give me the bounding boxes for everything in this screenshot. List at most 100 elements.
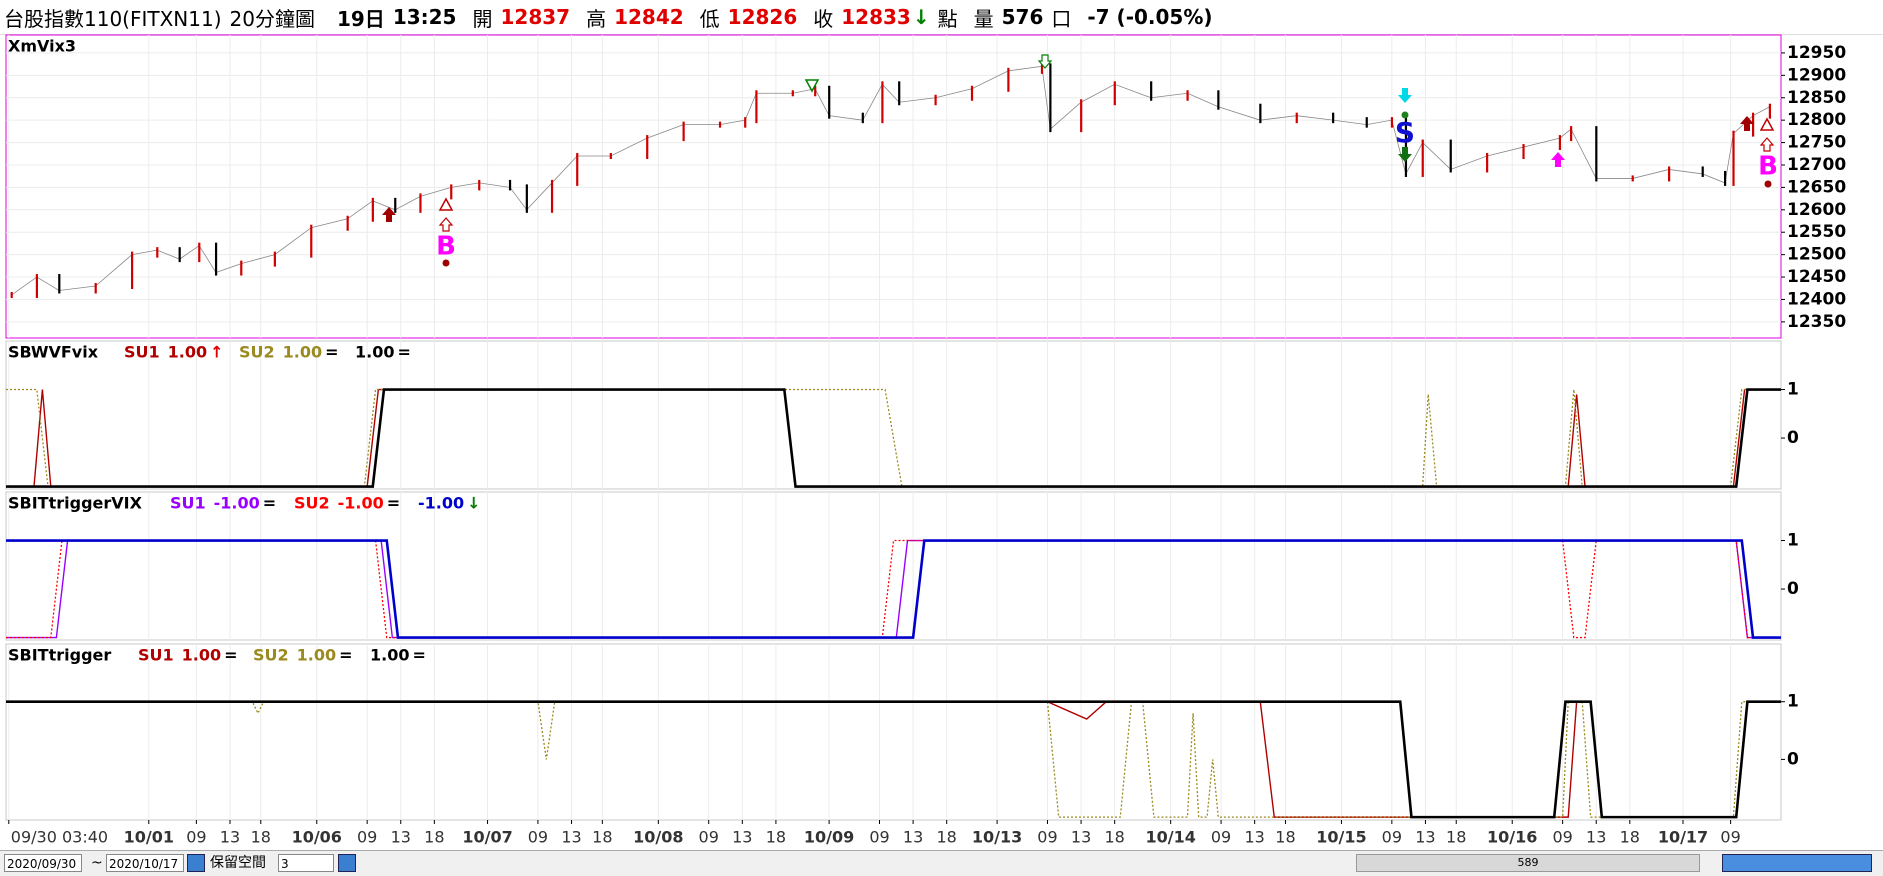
high: 12842: [614, 5, 684, 29]
toolbar: 2020/09/30 ~ 2020/10/17 保留空間 3 589: [0, 850, 1883, 876]
candle: [1522, 144, 1525, 160]
signal-dot: [1764, 180, 1772, 188]
candle: [156, 247, 159, 258]
candle: [1668, 166, 1671, 182]
go-button[interactable]: [338, 854, 356, 872]
candle: [755, 90, 758, 124]
x-tick-label: 10/13: [972, 828, 1022, 847]
candle: [1186, 90, 1189, 101]
legend-value: 1.00: [297, 646, 336, 665]
candle: [35, 274, 38, 298]
indicator-line: [6, 388, 1781, 488]
x-tick-label: 18: [424, 828, 444, 847]
candle: [646, 135, 649, 160]
panel-frame: [5, 491, 1782, 641]
candle: [1259, 103, 1262, 124]
arrow-up: [1740, 116, 1754, 131]
from-date[interactable]: 2020/09/30: [4, 854, 82, 872]
x-tick-label: 13: [1415, 828, 1435, 847]
y-tick-label: 12750: [1787, 133, 1846, 153]
legend-value: -1.00: [338, 494, 384, 513]
legend-value: 1.00: [355, 343, 394, 362]
to-date[interactable]: 2020/10/17: [106, 854, 184, 872]
hollow-arrow-up: [438, 217, 454, 232]
candle: [1217, 90, 1220, 110]
y-tick-label: 12550: [1787, 222, 1846, 242]
y-tick-label: 0: [1787, 428, 1799, 448]
candle: [1295, 112, 1298, 124]
candle: [1595, 126, 1598, 182]
triangle-up: [438, 197, 454, 211]
tool-buttons[interactable]: [1722, 854, 1872, 872]
arrow-down: [1398, 147, 1412, 162]
y-tick-label: 12850: [1787, 88, 1846, 108]
x-tick-label: 09: [1720, 828, 1740, 847]
candle: [419, 193, 422, 213]
buy-signal: B: [436, 232, 456, 262]
x-tick-label: 18: [1275, 828, 1295, 847]
candle: [130, 251, 134, 290]
scrollbar[interactable]: 589: [1356, 854, 1700, 872]
candle: [394, 197, 397, 213]
y-tick-label: 12350: [1787, 312, 1846, 332]
y-tick-label: 12700: [1787, 155, 1846, 175]
candle: [718, 121, 722, 128]
y-tick-label: 0: [1787, 749, 1799, 769]
candle: [861, 112, 864, 124]
y-tick-label: 12950: [1787, 43, 1846, 63]
range-sep: ~: [91, 855, 103, 871]
signal-dot: [442, 259, 450, 267]
y-tick-label: 12650: [1787, 177, 1846, 197]
go-button[interactable]: [187, 854, 205, 872]
x-tick-label: 10/17: [1658, 828, 1708, 847]
sell-signal: S: [1395, 116, 1415, 149]
legend-name: SU1: [124, 343, 160, 362]
candle: [273, 251, 276, 267]
candle: [214, 242, 218, 276]
candle: [1080, 99, 1083, 133]
indicator-line: [6, 701, 1781, 818]
x-tick-label: 18: [937, 828, 957, 847]
candle: [1486, 153, 1489, 173]
x-tick-label: 09: [357, 828, 377, 847]
day: 19日: [336, 6, 385, 31]
candle: [1768, 103, 1772, 119]
x-tick-label: 13: [1586, 828, 1606, 847]
triangle-down: [804, 79, 820, 93]
x-tick-label: 10/09: [804, 828, 854, 847]
candle: [1365, 117, 1368, 128]
quote-header: 台股指數110(FITXN11) 20分鐘圖 19日 13:25 開 12837…: [0, 0, 1883, 35]
x-tick-label: 13: [1071, 828, 1091, 847]
candle: [1007, 67, 1010, 92]
candle: [970, 85, 974, 101]
y-tick-label: 12400: [1787, 289, 1846, 309]
y-tick-label: 12450: [1787, 267, 1846, 287]
signal-icons: [382, 54, 1775, 267]
legend-name: SU2: [253, 646, 289, 665]
indicator-line: [6, 539, 1781, 639]
candle: [576, 153, 579, 186]
candle: [934, 94, 937, 106]
candle: [1631, 175, 1634, 182]
x-tick-label: 13: [391, 828, 411, 847]
point-label: 點: [937, 6, 958, 31]
panel-title: SBITtriggerVIX: [8, 494, 143, 513]
candle: [1113, 81, 1116, 106]
reserve-input[interactable]: 3: [278, 854, 334, 872]
x-tick-label: 09: [869, 828, 889, 847]
y-tick-label: 12600: [1787, 200, 1846, 220]
x-tick-label: 18: [766, 828, 786, 847]
y-tick-label: 0: [1787, 579, 1799, 599]
close: 12833: [841, 5, 911, 29]
panel-frame: [5, 340, 1782, 490]
x-tick-label: 18: [592, 828, 612, 847]
arrow-down: [1398, 88, 1412, 103]
candle: [450, 184, 453, 200]
legend-value: -1.00: [418, 494, 464, 513]
x-tick-label: 18: [1446, 828, 1466, 847]
price-line: [11, 65, 1770, 296]
buy-signal: B: [1758, 152, 1778, 182]
